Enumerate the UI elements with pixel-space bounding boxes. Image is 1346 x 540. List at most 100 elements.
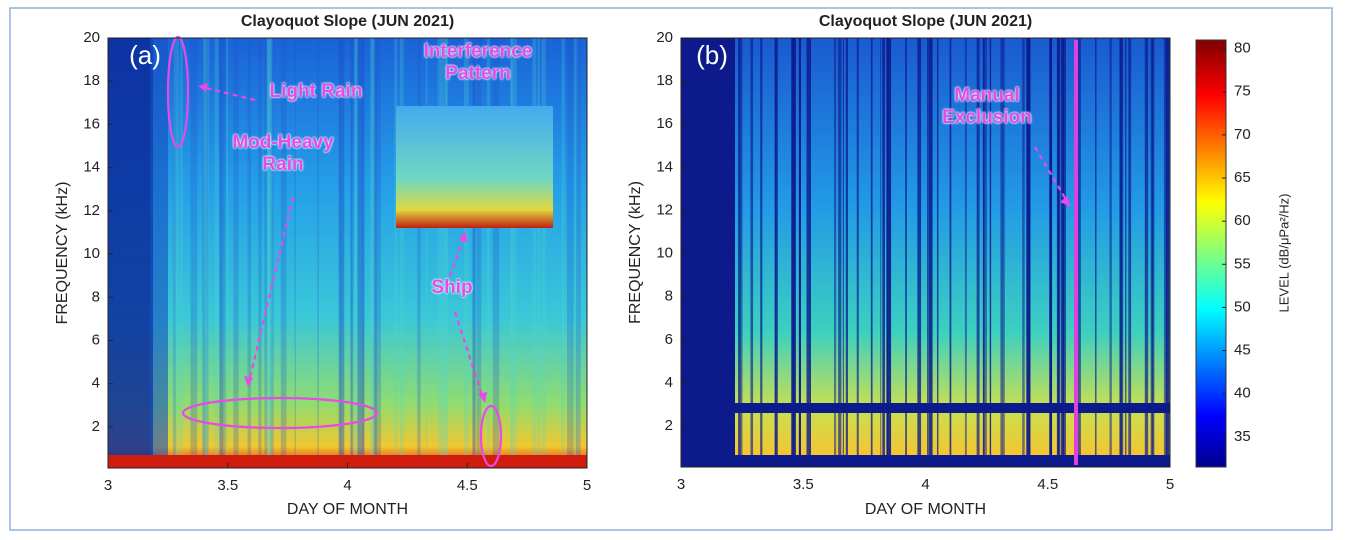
texture — [574, 38, 578, 455]
texture — [842, 38, 844, 458]
texture — [354, 38, 359, 455]
y-tick-label: 20 — [83, 29, 100, 46]
texture — [949, 38, 952, 458]
x-tick-label: 3 — [677, 476, 685, 493]
y-tick-label: 2 — [92, 418, 100, 435]
annotation-shapes — [166, 35, 1071, 468]
chart-title: Clayoquot Slope (JUN 2021) — [819, 13, 1032, 30]
colorbar — [1195, 39, 1227, 468]
texture — [425, 38, 428, 455]
colorbar-label: LEVEL (dB/μPa²/Hz) — [1276, 194, 1291, 313]
texture — [532, 38, 537, 455]
y-tick-label: 4 — [92, 375, 100, 392]
x-tick-label: 4 — [921, 476, 929, 493]
texture — [905, 38, 907, 458]
texture — [339, 38, 345, 455]
chart-title: Clayoquot Slope (JUN 2021) — [241, 13, 454, 30]
texture — [172, 38, 177, 455]
texture — [927, 38, 929, 458]
texture — [247, 38, 252, 455]
texture — [472, 38, 475, 455]
texture — [267, 38, 273, 455]
texture — [537, 38, 541, 455]
colorbar-tick-label: 50 — [1234, 298, 1251, 315]
texture — [350, 38, 354, 455]
annotation: Ship — [431, 277, 473, 298]
texture — [270, 38, 274, 455]
y-tick-label: 16 — [83, 115, 100, 132]
x-tick-label: 3 — [104, 477, 112, 494]
panel-label: (a) — [129, 40, 161, 70]
x-tick-label: 4.5 — [1037, 476, 1058, 493]
texture — [917, 38, 922, 458]
texture — [372, 38, 374, 455]
texture — [374, 38, 381, 455]
panel-label: (b) — [696, 40, 728, 70]
texture — [791, 38, 794, 458]
texture — [845, 38, 848, 458]
texture — [226, 38, 229, 455]
x-axis-label: DAY OF MONTH — [865, 501, 986, 518]
y-tick-label: 18 — [83, 72, 100, 89]
texture — [575, 38, 581, 455]
texture — [567, 38, 574, 455]
y-tick-label: 6 — [92, 331, 100, 348]
texture — [472, 38, 476, 455]
texture — [1002, 38, 1005, 458]
x-tick-label: 5 — [583, 477, 591, 494]
y-tick-label: 4 — [665, 374, 673, 391]
texture — [258, 38, 262, 455]
texture — [1151, 38, 1155, 458]
texture — [266, 38, 272, 455]
annotation: Interference Pattern — [423, 41, 533, 84]
y-tick-label: 6 — [665, 331, 673, 348]
texture — [882, 38, 885, 458]
x-tick-label: 3.5 — [793, 476, 814, 493]
annotation: Manual Exclusion — [942, 85, 1032, 128]
texture — [399, 38, 404, 455]
texture — [264, 38, 268, 455]
y-tick-label: 16 — [656, 115, 673, 132]
texture — [486, 38, 490, 455]
texture — [1165, 38, 1170, 458]
texture — [510, 38, 517, 455]
texture — [775, 38, 778, 458]
texture — [806, 38, 811, 458]
colorbar-tick-label: 60 — [1234, 212, 1251, 229]
annotation: Light Rain — [269, 81, 363, 102]
texture — [561, 38, 565, 455]
x-tick-label: 3.5 — [217, 477, 238, 494]
texture — [202, 38, 210, 455]
texture — [439, 38, 442, 455]
texture — [510, 38, 513, 455]
texture — [1144, 38, 1149, 458]
texture — [219, 38, 226, 455]
colorbar-tick-label: 65 — [1234, 169, 1251, 186]
y-tick-label: 8 — [92, 288, 100, 305]
texture — [202, 38, 209, 455]
y-tick-label: 20 — [656, 29, 673, 46]
texture — [928, 38, 933, 458]
texture — [1049, 38, 1053, 458]
texture — [750, 38, 754, 458]
texture — [739, 38, 743, 458]
spectrogram-b — [681, 38, 1170, 467]
texture — [373, 38, 377, 455]
y-axis-label: FREQUENCY (kHz) — [54, 182, 71, 325]
texture — [214, 38, 219, 455]
colorbar-tick-label: 70 — [1234, 126, 1251, 143]
texture — [317, 38, 319, 455]
y-tick-label: 10 — [83, 245, 100, 262]
texture — [357, 38, 364, 455]
colorbar-tick-label: 75 — [1234, 83, 1251, 100]
texture — [173, 38, 180, 455]
texture — [190, 38, 198, 455]
texture — [280, 38, 287, 455]
texture — [1128, 38, 1132, 458]
texture — [1062, 38, 1066, 458]
x-tick-label: 4 — [343, 477, 351, 494]
texture — [964, 38, 967, 458]
texture — [340, 38, 345, 455]
texture — [1094, 38, 1097, 458]
